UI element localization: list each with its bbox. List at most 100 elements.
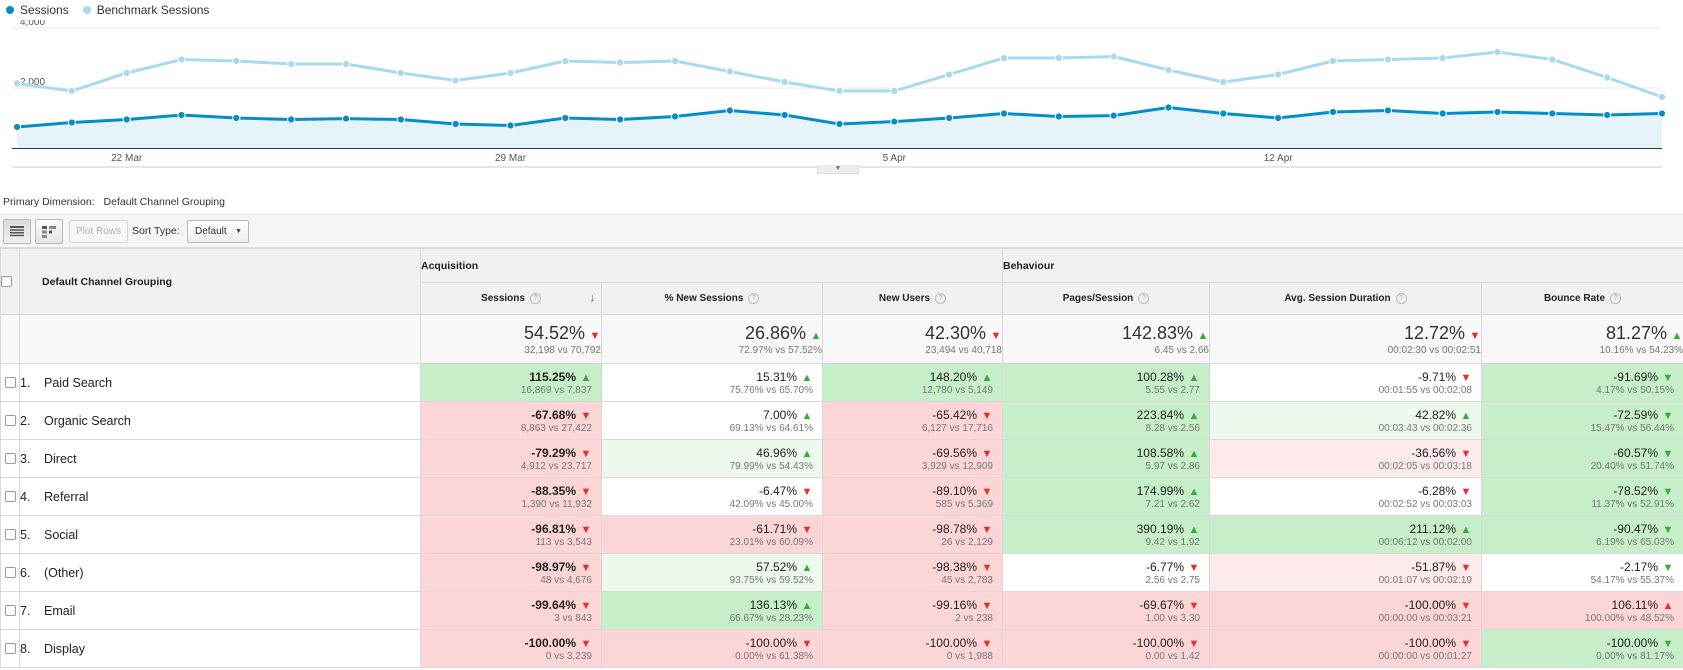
cell-change-value: -100.00% [925, 635, 977, 650]
row-checkbox[interactable] [4, 529, 16, 541]
cell-pages-per-session: -69.67% ▼ 1.00 vs 3.30 [1002, 591, 1210, 630]
chart-collapse-handle[interactable]: ▼ [817, 165, 859, 174]
legend-label-benchmark: Benchmark Sessions [96, 3, 210, 17]
cell-new-sessions-pct: 7.00% ▲ 69.13% vs 64.61% [601, 401, 823, 440]
select-all-checkbox[interactable] [1, 276, 12, 288]
help-icon[interactable]: ? [748, 292, 760, 304]
down-arrow-icon: ▼ [580, 523, 592, 536]
cell-change-value: 106.11% [1611, 597, 1658, 612]
help-icon[interactable]: ? [529, 292, 541, 304]
row-channel-link[interactable]: Direct [44, 451, 77, 466]
table-row: 4. Referral -88.35% ▼ 1,390 vs 11,932 -6.47% ▼… [0, 477, 1683, 516]
cell-comparison: 6.19% vs 65.03% [1596, 536, 1674, 548]
up-arrow-icon: ▲ [1671, 329, 1683, 342]
dimension-header[interactable]: Default Channel Grouping [19, 248, 421, 315]
cell-change-value: -100.00% [1606, 635, 1658, 650]
cell-new-users: -100.00% ▼ 0 vs 1,988 [822, 629, 1003, 668]
cell-comparison: 48 vs 4,676 [540, 574, 592, 586]
row-checkbox[interactable] [4, 415, 16, 427]
data-point-sessions [287, 115, 296, 124]
legend-item-sessions[interactable]: Sessions [6, 3, 69, 17]
pivot-view-button[interactable] [35, 219, 63, 244]
cell-pages-per-session: 174.99% ▲ 7.21 vs 2.62 [1002, 477, 1210, 516]
cell-comparison: 0.00% vs 61.38% [735, 650, 813, 662]
line-chart-svg: 4,000 2,000 22 Mar 29 Mar 5 Apr 12 Apr [12, 20, 1667, 168]
total-value: 81.27% [1605, 322, 1667, 343]
data-point-sessions [1109, 111, 1118, 120]
help-icon[interactable]: ? [935, 292, 947, 304]
up-arrow-icon: ▲ [1197, 329, 1209, 342]
column-header-label: Bounce Rate [1543, 293, 1606, 305]
table-view-button[interactable] [3, 219, 31, 244]
column-header-sessions[interactable]: Sessions? ↓ [420, 282, 602, 315]
primary-dimension-value[interactable]: Default Channel Grouping [103, 196, 225, 208]
row-channel-link[interactable]: (Other) [44, 565, 84, 580]
primary-dimension-label: Primary Dimension: [3, 196, 95, 208]
down-arrow-icon: ▼ [981, 523, 993, 536]
legend-dot-benchmark [82, 6, 91, 14]
row-channel-link[interactable]: Organic Search [44, 413, 131, 428]
column-header-pages-per-session[interactable]: Pages/Session? [1002, 282, 1210, 315]
row-channel-link[interactable]: Display [44, 641, 85, 656]
cell-avg-session-duration: -100.00% ▼ 00:00:00 vs 00:01:27 [1209, 629, 1482, 668]
row-channel-link[interactable]: Email [44, 603, 76, 618]
column-header-label: Pages/Session [1062, 293, 1134, 305]
cell-change-value: 211.12% [1409, 521, 1456, 536]
cell-change-value: 108.58% [1136, 445, 1184, 460]
plot-rows-button[interactable]: Plot Rows [69, 220, 129, 243]
row-channel-link[interactable]: Referral [44, 489, 89, 504]
row-index: 6. [20, 565, 31, 580]
data-point-benchmark [616, 58, 625, 67]
cell-sessions: -79.29% ▼ 4,912 vs 23,717 [420, 439, 602, 478]
up-arrow-icon: ▲ [1188, 523, 1200, 536]
row-checkbox[interactable] [4, 377, 16, 389]
cell-new-sessions-pct: 46.96% ▲ 79.99% vs 54.43% [601, 439, 823, 478]
data-point-benchmark [1219, 77, 1228, 87]
data-point-sessions [1054, 112, 1063, 121]
data-point-benchmark [1548, 55, 1557, 64]
sort-type-select[interactable]: Default ▼ [187, 220, 249, 243]
row-checkbox[interactable] [4, 567, 16, 579]
down-arrow-icon: ▼ [589, 329, 601, 342]
data-point-sessions [780, 110, 789, 120]
sort-descending-icon[interactable]: ↓ [589, 292, 596, 304]
cell-change-value: -69.67% [1139, 597, 1184, 612]
column-header-new-sessions-pct[interactable]: % New Sessions? [601, 282, 823, 315]
row-check-cell [0, 439, 20, 478]
cell-comparison: 12,780 vs 5,149 [921, 384, 993, 396]
row-channel-link[interactable]: Paid Search [44, 375, 113, 390]
column-header-new-users[interactable]: New Users? [822, 282, 1003, 315]
data-point-benchmark [341, 59, 351, 69]
down-arrow-icon: ▼ [1460, 447, 1472, 460]
cell-new-sessions-pct: 136.13% ▲ 66.67% vs 28.23% [601, 591, 823, 630]
row-index: 8. [20, 641, 31, 656]
data-point-sessions [1383, 106, 1392, 115]
up-arrow-icon: ▲ [1188, 371, 1200, 384]
table-row: 5. Social -96.81% ▼ 113 vs 3,543 -61.71% ▼ 23.0… [0, 515, 1683, 554]
data-point-benchmark [506, 68, 515, 78]
row-checkbox[interactable] [4, 605, 16, 617]
cell-comparison: 0 vs 3,239 [545, 650, 592, 662]
legend-item-benchmark[interactable]: Benchmark Sessions [82, 3, 210, 17]
row-index: 3. [20, 451, 31, 466]
column-header-bounce-rate[interactable]: Bounce Rate? [1481, 282, 1683, 315]
data-point-benchmark [670, 56, 680, 66]
row-channel-link[interactable]: Social [44, 527, 79, 542]
help-icon[interactable]: ? [1395, 292, 1407, 304]
total-comparison: 10.16% vs 54.23% [1599, 344, 1683, 356]
cell-comparison: 4,912 vs 23,717 [520, 460, 592, 472]
row-checkbox[interactable] [4, 491, 16, 503]
cell-pages-per-session: 223.84% ▲ 8.28 vs 2.56 [1002, 401, 1210, 440]
cell-change-value: -98.38% [932, 559, 977, 574]
help-icon[interactable]: ? [1138, 292, 1150, 304]
cell-bounce-rate: 106.11% ▲ 100.00% vs 48.52% [1481, 591, 1683, 630]
row-checkbox[interactable] [4, 643, 16, 655]
help-icon[interactable]: ? [1610, 292, 1622, 304]
cell-sessions: -67.68% ▼ 8,863 vs 27,422 [420, 401, 602, 440]
row-checkbox[interactable] [4, 453, 16, 465]
up-arrow-icon: ▲ [810, 329, 822, 342]
data-point-sessions [616, 115, 625, 124]
x-tick-label: 29 Mar [495, 153, 527, 164]
select-all-cell [0, 248, 20, 315]
column-header-avg-session-duration[interactable]: Avg. Session Duration? [1209, 282, 1482, 315]
